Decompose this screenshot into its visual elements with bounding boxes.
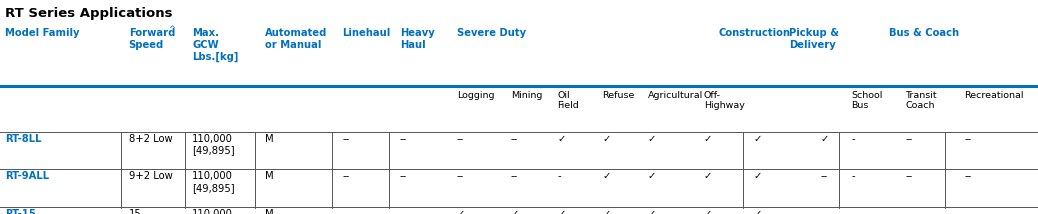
Text: Oil
Field: Oil Field bbox=[557, 91, 579, 110]
Text: --: -- bbox=[343, 171, 350, 181]
Text: Heavy
Haul: Heavy Haul bbox=[400, 28, 434, 50]
Text: Recreational: Recreational bbox=[964, 91, 1023, 100]
Text: School
Bus: School Bus bbox=[851, 91, 882, 110]
Text: --: -- bbox=[905, 171, 912, 181]
Text: ✓: ✓ bbox=[457, 209, 465, 214]
Text: ✓: ✓ bbox=[648, 209, 656, 214]
Text: Linehaul: Linehaul bbox=[343, 28, 390, 38]
Text: -: - bbox=[851, 209, 854, 214]
Text: Model Family: Model Family bbox=[5, 28, 80, 38]
Text: Forward
Speed: Forward Speed bbox=[129, 28, 175, 50]
Text: 110,000
[49,895]: 110,000 [49,895] bbox=[192, 134, 235, 155]
Text: 15: 15 bbox=[129, 209, 141, 214]
Text: --: -- bbox=[511, 171, 518, 181]
Text: --: -- bbox=[905, 134, 912, 144]
Text: -: - bbox=[557, 171, 561, 181]
Text: RT-8LL: RT-8LL bbox=[5, 134, 42, 144]
Text: --: -- bbox=[343, 134, 350, 144]
Text: ✓: ✓ bbox=[602, 171, 610, 181]
Text: --: -- bbox=[964, 209, 972, 214]
Text: ✓: ✓ bbox=[511, 209, 519, 214]
Text: --: -- bbox=[511, 134, 518, 144]
Text: ✓: ✓ bbox=[754, 171, 762, 181]
Text: --: -- bbox=[964, 171, 972, 181]
Text: ✓: ✓ bbox=[704, 209, 712, 214]
Text: Severe Duty: Severe Duty bbox=[457, 28, 526, 38]
Text: Transit
Coach: Transit Coach bbox=[905, 91, 936, 110]
Text: --: -- bbox=[905, 209, 912, 214]
Text: --: -- bbox=[457, 134, 464, 144]
Text: ✓: ✓ bbox=[602, 134, 610, 144]
Text: 8+2 Low: 8+2 Low bbox=[129, 134, 172, 144]
Text: M: M bbox=[265, 209, 273, 214]
Text: RT-9ALL: RT-9ALL bbox=[5, 171, 50, 181]
Text: --: -- bbox=[400, 134, 407, 144]
Text: ✓: ✓ bbox=[557, 209, 566, 214]
Text: Refuse: Refuse bbox=[602, 91, 634, 100]
Text: Logging: Logging bbox=[457, 91, 494, 100]
Text: ✓: ✓ bbox=[820, 134, 828, 144]
Text: ✓: ✓ bbox=[754, 209, 762, 214]
Text: 110,000
[49,895]: 110,000 [49,895] bbox=[192, 171, 235, 193]
Text: -: - bbox=[851, 134, 854, 144]
Text: -: - bbox=[851, 171, 854, 181]
Text: Off-
Highway: Off- Highway bbox=[704, 91, 744, 110]
Text: 9+2 Low: 9+2 Low bbox=[129, 171, 172, 181]
Text: Pickup &
Delivery: Pickup & Delivery bbox=[789, 28, 839, 50]
Text: Bus & Coach: Bus & Coach bbox=[889, 28, 959, 38]
Text: RT-15: RT-15 bbox=[5, 209, 36, 214]
Text: Automated
or Manual: Automated or Manual bbox=[265, 28, 327, 50]
Text: --: -- bbox=[820, 209, 827, 214]
Text: ✓: ✓ bbox=[704, 134, 712, 144]
Text: M: M bbox=[265, 171, 273, 181]
Text: ✓: ✓ bbox=[602, 209, 610, 214]
Text: ^: ^ bbox=[168, 25, 175, 34]
Text: --: -- bbox=[964, 134, 972, 144]
Text: ✓: ✓ bbox=[754, 134, 762, 144]
Text: M: M bbox=[265, 134, 273, 144]
Text: Max.
GCW
Lbs.[kg]: Max. GCW Lbs.[kg] bbox=[192, 28, 239, 62]
Text: --: -- bbox=[343, 209, 350, 214]
Text: --: -- bbox=[400, 209, 407, 214]
Text: ✓: ✓ bbox=[648, 171, 656, 181]
Text: ✓: ✓ bbox=[704, 171, 712, 181]
Text: 110,000
[49,895]: 110,000 [49,895] bbox=[192, 209, 235, 214]
Text: Construction: Construction bbox=[718, 28, 790, 38]
Text: ✓: ✓ bbox=[557, 134, 566, 144]
Text: Mining: Mining bbox=[511, 91, 542, 100]
Text: --: -- bbox=[820, 171, 827, 181]
Text: --: -- bbox=[400, 171, 407, 181]
Text: --: -- bbox=[457, 171, 464, 181]
Text: Agricultural: Agricultural bbox=[648, 91, 703, 100]
Text: ✓: ✓ bbox=[648, 134, 656, 144]
Text: RT Series Applications: RT Series Applications bbox=[5, 7, 172, 21]
